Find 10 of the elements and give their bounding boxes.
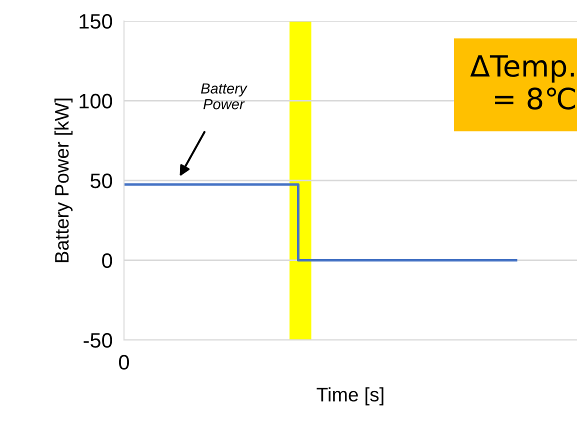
y-tick-label: -50 <box>84 333 112 348</box>
y-tick-label: 0 <box>102 253 112 268</box>
y-tick-label: 100 <box>80 94 112 109</box>
y-axis-title: Battery Power [kW] <box>54 98 73 262</box>
y-tick-label: 150 <box>80 14 112 29</box>
annotation: Battery Power <box>201 83 248 110</box>
y-tick-label: 50 <box>90 174 112 188</box>
text: 0 <box>119 354 129 370</box>
x-axis-title: Time [s] <box>316 387 384 406</box>
annotation: ΔTemp. = 8℃ <box>470 55 575 110</box>
